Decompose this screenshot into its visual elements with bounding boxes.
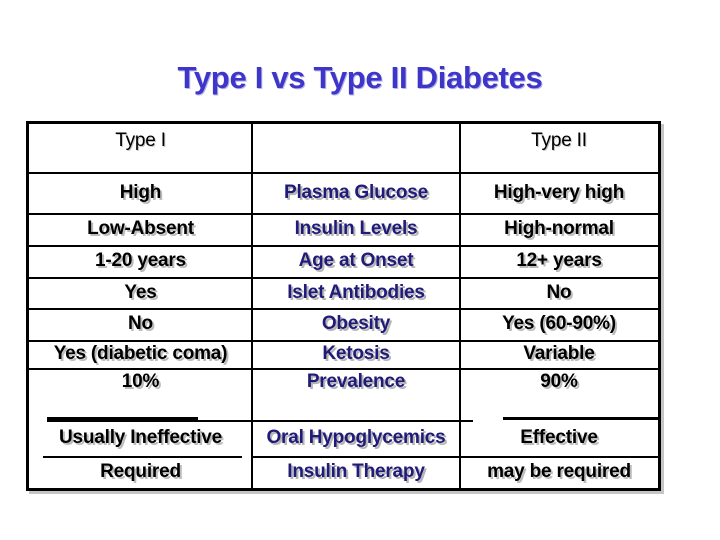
header-type2: Type II <box>531 130 587 151</box>
type1-value: Low-Absent <box>87 218 194 240</box>
table-row-insulin-levels: Low-Absent Insulin Levels High-normal <box>29 213 658 245</box>
attribute-label: Ketosis <box>322 343 390 365</box>
attribute-label: Insulin Levels <box>294 218 418 240</box>
attribute-label: Plasma Glucose <box>284 181 428 203</box>
header-attribute <box>252 124 460 172</box>
type1-value: No <box>128 313 153 335</box>
attribute-label: Prevalence <box>306 371 406 392</box>
row-divider <box>251 456 658 458</box>
type1-value: Usually Ineffective <box>58 427 223 449</box>
row-divider-partial <box>43 456 242 458</box>
table-row-prevalence: 10% Prevalence 90% <box>29 368 658 420</box>
type2-value: may be required <box>487 461 631 483</box>
type1-value: Yes <box>124 281 157 303</box>
type2-value: High-very high <box>493 181 625 203</box>
row-divider <box>29 172 658 174</box>
comparison-table: Type I Type II High Plasma Glucose High-… <box>26 121 661 491</box>
table-row-islet-antibodies: Yes Islet Antibodies No <box>29 277 658 308</box>
type2-value: 12+ years <box>516 250 602 272</box>
type2-value: High-normal <box>504 218 614 240</box>
column-divider-1 <box>251 124 253 488</box>
slide-title: Type I vs Type II Diabetes <box>177 60 543 95</box>
row-divider-partial <box>47 420 473 422</box>
row-divider <box>29 368 658 370</box>
type2-value: Yes (60-90%) <box>502 313 616 335</box>
type1-value: Required <box>100 461 181 483</box>
type2-value: No <box>546 281 572 303</box>
underline-segment-left <box>47 417 198 420</box>
type1-value: High <box>119 181 162 203</box>
type1-value: Yes (diabetic coma) <box>53 343 228 365</box>
table-row-age-at-onset: 1-20 years Age at Onset 12+ years <box>29 245 658 277</box>
attribute-label: Obesity <box>321 313 391 335</box>
type2-value: Effective <box>520 427 598 449</box>
column-divider-2 <box>459 124 461 488</box>
row-divider <box>29 277 658 279</box>
underline-segment-right <box>503 417 658 420</box>
row-divider <box>29 213 658 215</box>
attribute-label: Insulin Therapy <box>287 461 425 483</box>
row-divider <box>29 340 658 342</box>
attribute-label: Oral Hypoglycemics <box>266 427 446 449</box>
table-row-plasma-glucose: High Plasma Glucose High-very high <box>29 172 658 213</box>
row-divider <box>29 245 658 247</box>
table-row-obesity: No Obesity Yes (60-90%) <box>29 308 658 340</box>
type1-value: 10% <box>121 371 160 392</box>
row-divider <box>29 308 658 310</box>
table-row-insulin-therapy: Required Insulin Therapy may be required <box>29 456 658 488</box>
type1-value: 1-20 years <box>95 250 186 272</box>
header-type1: Type I <box>115 130 166 151</box>
table-header-row: Type I Type II <box>29 124 658 172</box>
attribute-label: Age at Onset <box>298 250 414 272</box>
table-row-ketosis: Yes (diabetic coma) Ketosis Variable <box>29 340 658 368</box>
table-row-oral-hypoglycemics: Usually Ineffective Oral Hypoglycemics E… <box>29 420 658 456</box>
type2-value: 90% <box>540 371 578 392</box>
attribute-label: Islet Antibodies <box>287 281 425 303</box>
type2-value: Variable <box>523 343 595 365</box>
